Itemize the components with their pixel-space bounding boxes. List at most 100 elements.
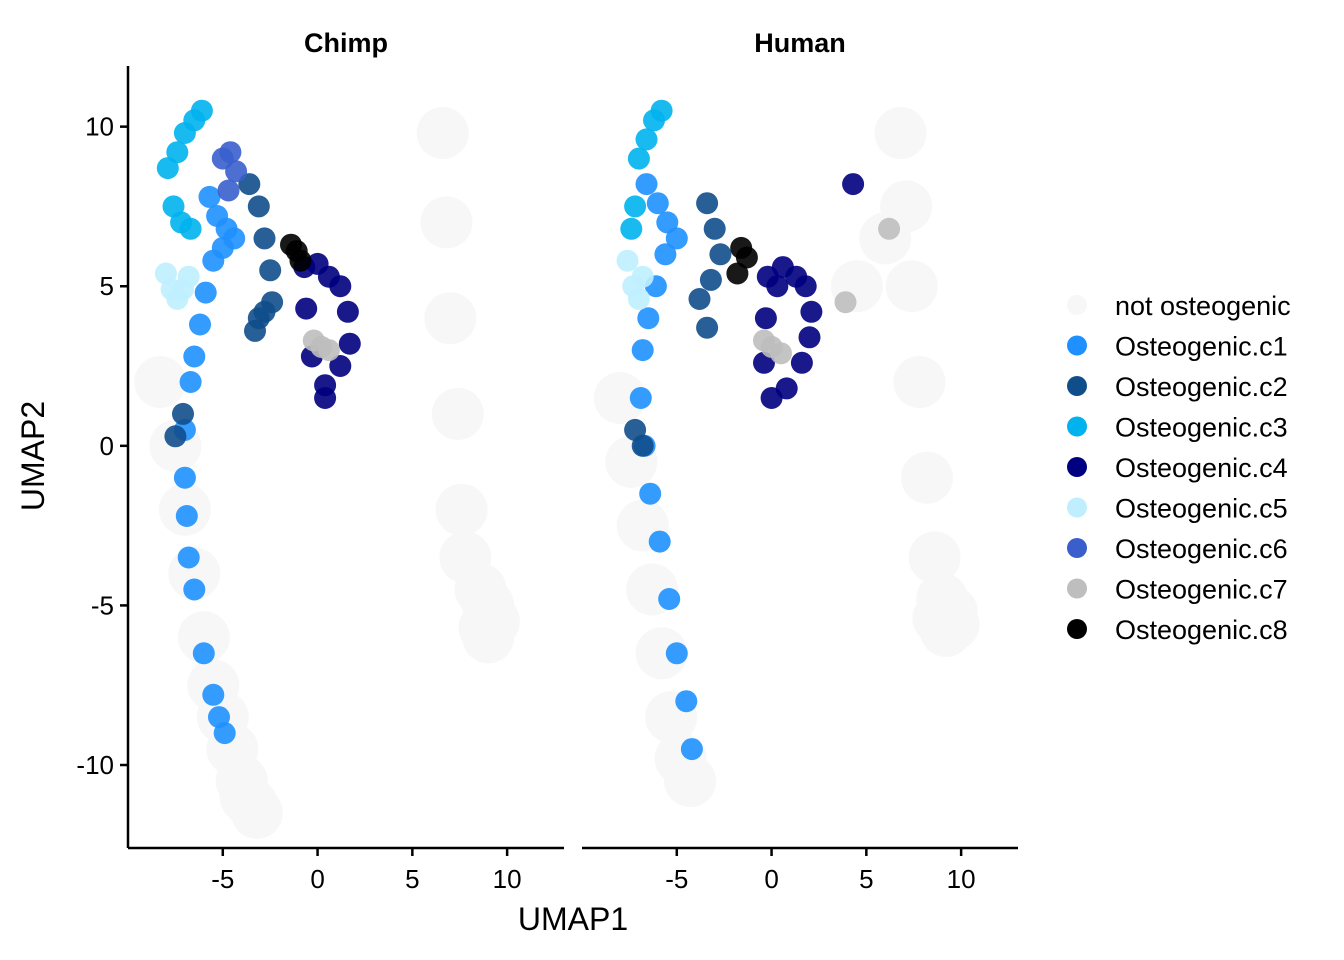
legend-key [1067,457,1087,477]
data-point [424,292,477,345]
data-point [800,300,823,323]
data-point [225,160,248,183]
data-point [295,297,318,320]
cluster-osteogenic-c7 [753,217,901,365]
legend-key [1067,619,1087,639]
data-point [183,345,206,368]
data-point [834,291,857,314]
data-point [766,275,789,298]
data-point [172,402,194,425]
data-point [253,227,276,250]
x-tick-label: 5 [859,864,873,894]
data-point [688,288,711,310]
data-point [703,217,726,240]
data-point [420,196,473,249]
data-point [314,387,337,409]
legend-label: Osteogenic.c5 [1115,494,1288,524]
legend-key [1067,538,1087,558]
data-point [735,246,758,269]
panel-title: Human [754,28,846,58]
data-point [901,451,953,504]
data-point [156,157,179,180]
legend: not osteogenic Osteogenic.c1 Osteogenic.c2… [1067,291,1291,645]
data-point [631,434,654,457]
data-point [726,262,749,285]
data-point [177,265,200,288]
data-point [177,611,230,664]
data-point [629,387,652,409]
data-point [885,260,938,313]
x-axis-title: UMAP1 [518,901,628,937]
cluster-osteogenic-c4 [753,173,865,409]
panel-human: Human -5 0 5 10 [582,28,1018,894]
data-point [639,482,662,505]
data-point [244,319,266,342]
data-point [908,531,961,584]
data-point [790,351,813,374]
data-point [696,192,719,215]
data-point [794,275,817,298]
legend-label: not osteogenic [1115,291,1291,321]
data-point [675,690,698,713]
y-tick-label: 5 [100,271,114,301]
data-point [624,195,647,218]
panel-chimp: Chimp -5 0 5 10 -10 -5 0 5 10 [76,28,564,894]
legend-label: Osteogenic.c6 [1115,534,1288,564]
legend-key [1067,376,1087,396]
data-point [770,342,792,365]
data-point [631,265,654,288]
data-point [627,147,650,170]
data-point [458,601,511,654]
data-point [893,356,946,408]
data-point [593,372,646,424]
cluster-osteogenic-c3 [620,99,673,240]
data-point [166,141,189,164]
data-point [874,107,927,159]
data-point [699,268,722,291]
data-point [631,339,654,362]
data-point [329,355,352,377]
data-point [259,259,282,282]
data-point [179,371,202,393]
cluster-osteogenic-c8 [280,233,312,272]
data-point [173,466,196,489]
data-point [179,217,202,240]
x-tick-label: -5 [665,864,688,894]
data-point [230,786,283,839]
x-tick-label: 0 [310,864,324,894]
data-point [194,281,217,304]
legend-key [1067,497,1087,518]
data-point [646,192,669,215]
y-tick-label: -10 [76,750,114,780]
y-tick-label: 0 [100,431,114,461]
cluster-osteogenic-c2 [164,173,284,448]
data-point [664,755,717,807]
data-point [650,99,673,122]
data-point [198,185,221,208]
data-point [620,217,643,240]
data-point [709,243,732,266]
data-point [637,307,660,330]
cluster-osteogenic-c4 [293,252,361,409]
data-point [329,275,352,298]
data-point [336,300,359,323]
data-point [658,588,681,610]
data-point [338,332,361,355]
data-point [183,578,206,601]
cluster-osteogenic-c6 [211,141,248,202]
panel-title: Chimp [304,28,388,58]
data-point [164,425,187,448]
data-point [656,211,679,234]
data-point [635,173,658,196]
data-point [134,356,187,408]
x-tick-label: 0 [764,864,778,894]
x-tick-label: 10 [947,864,976,894]
data-point [431,387,484,440]
legend-label: Osteogenic.c8 [1115,615,1288,645]
y-tick-label: -5 [91,590,114,620]
data-point [192,642,215,665]
data-point [177,546,200,569]
data-point [219,141,242,164]
data-point [217,179,240,202]
